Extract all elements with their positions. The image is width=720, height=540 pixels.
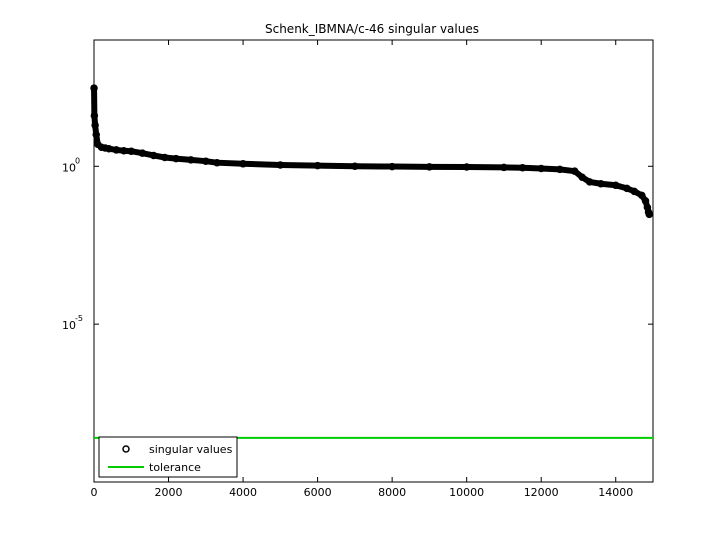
singular-value-point: [518, 163, 527, 172]
singular-value-point: [97, 143, 106, 152]
singular-value-point: [172, 154, 180, 163]
legend-label-singular-values: singular values: [149, 443, 233, 456]
x-tick-label: 14000: [598, 486, 633, 499]
singular-value-point: [630, 187, 639, 196]
singular-value-point: [641, 197, 650, 205]
x-tick-label: 8000: [378, 486, 406, 499]
y-tick-label-exponent: 0: [75, 156, 80, 165]
x-tick-label: 4000: [229, 486, 257, 499]
singular-value-point: [556, 165, 564, 174]
singular-value-point: [578, 173, 586, 181]
singular-value-point: [537, 164, 545, 173]
singular-values-series: [90, 84, 654, 219]
singular-value-point: [638, 191, 646, 200]
singular-value-point: [597, 179, 605, 188]
y-tick-label-base: 10: [62, 161, 76, 174]
singular-value-point: [623, 184, 631, 193]
singular-value-point: [92, 130, 100, 139]
singular-value-point: [500, 163, 508, 172]
x-tick-label: 6000: [304, 486, 332, 499]
singular-value-point: [239, 160, 247, 168]
y-tick-label: 100: [62, 156, 80, 174]
singular-value-point: [120, 147, 128, 155]
singular-value-point: [202, 157, 210, 165]
singular-value-point: [643, 203, 652, 212]
singular-value-point: [462, 163, 471, 171]
chart-title: Schenk_IBMNA/c-46 singular values: [265, 22, 479, 36]
singular-value-point: [138, 149, 147, 157]
singular-value-point: [91, 121, 99, 129]
singular-value-point: [611, 181, 620, 190]
y-tick-label: 10-5: [62, 314, 83, 332]
x-tick-label: 12000: [524, 486, 559, 499]
singular-value-point: [585, 178, 594, 186]
legend-box: [98, 436, 238, 478]
singular-value-point: [187, 156, 195, 164]
legend-label-tolerance: tolerance: [149, 461, 201, 474]
singular-value-point: [161, 153, 169, 162]
singular-value-point: [276, 161, 285, 169]
singular-value-point: [149, 151, 158, 160]
singular-value-point: [570, 167, 579, 175]
legend-marker-singular-values: [122, 445, 130, 453]
singular-value-point: [388, 162, 396, 171]
singular-value-point: [127, 147, 136, 155]
singular-value-point: [425, 163, 434, 171]
singular-value-point: [351, 162, 359, 171]
singular-value-point: [645, 210, 654, 219]
singular-value-point: [112, 146, 121, 154]
x-tick-label: 0: [91, 486, 98, 499]
singular-value-point: [105, 144, 113, 153]
singular-value-point: [213, 158, 221, 167]
singular-value-point: [313, 161, 322, 170]
x-tick-label: 10000: [449, 486, 484, 499]
y-tick-label-base: 10: [62, 319, 76, 332]
singular-value-point: [90, 111, 99, 120]
singular-value-point: [90, 84, 98, 92]
plot-area: [93, 39, 654, 483]
singular-value-point: [101, 144, 109, 152]
y-tick-label-exponent: -5: [75, 314, 83, 323]
x-tick-label: 2000: [155, 486, 183, 499]
legend: singular values tolerance: [98, 436, 238, 478]
